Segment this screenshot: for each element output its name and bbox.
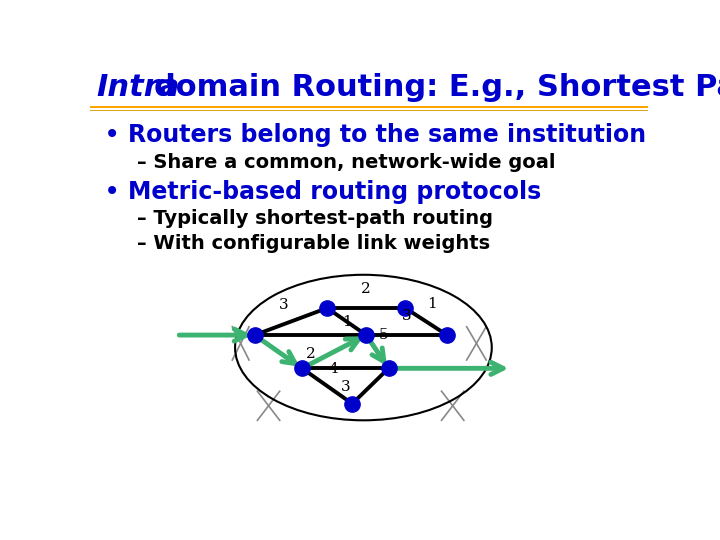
Text: – Typically shortest-path routing: – Typically shortest-path routing [138,209,493,228]
Text: 2: 2 [361,282,371,296]
FancyBboxPatch shape [90,110,648,111]
FancyBboxPatch shape [90,106,648,109]
Text: 2: 2 [305,347,315,361]
Text: – With configurable link weights: – With configurable link weights [138,234,490,253]
Text: 1: 1 [342,315,351,328]
Text: – Share a common, network-wide goal: – Share a common, network-wide goal [138,153,556,172]
Text: 1: 1 [427,298,436,312]
Text: domain Routing: E.g., Shortest Path: domain Routing: E.g., Shortest Path [154,73,720,102]
Text: •: • [104,122,120,150]
Text: 3: 3 [341,380,350,394]
Text: 5: 5 [379,328,389,342]
Text: •: • [104,178,120,206]
Text: 4: 4 [328,362,338,376]
Text: Metric-based routing protocols: Metric-based routing protocols [128,180,541,204]
Text: 3: 3 [402,309,411,323]
Text: 3: 3 [279,298,288,312]
Text: Routers belong to the same institution: Routers belong to the same institution [128,124,646,147]
Text: Intra: Intra [96,73,180,102]
